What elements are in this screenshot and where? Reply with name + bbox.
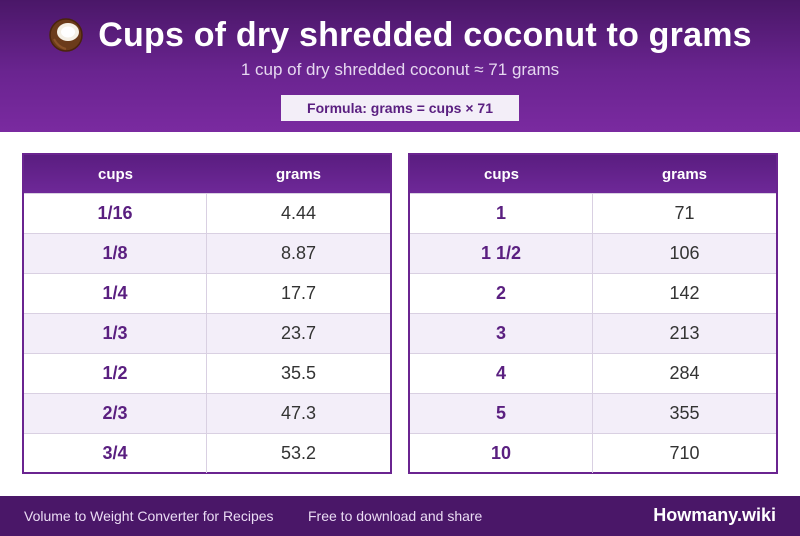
table-row: 10 710 bbox=[410, 433, 776, 473]
column-header-grams: grams bbox=[275, 165, 322, 183]
cups-cell: 2/3 bbox=[24, 394, 207, 433]
grams-cell: 35.5 bbox=[280, 363, 317, 383]
cups-cell: 3/4 bbox=[24, 434, 207, 473]
grams-cell: 23.7 bbox=[280, 323, 317, 343]
table-row: 1/4 17.7 bbox=[24, 273, 390, 313]
cups-cell: 1/2 bbox=[24, 354, 207, 393]
cups-cell: 1/4 bbox=[24, 274, 207, 313]
table-row: 5 355 bbox=[410, 393, 776, 433]
conversion-table-left: cups grams 1/16 4.44 1/8 8.87 1/4 17.7 1/3 2… bbox=[22, 153, 392, 474]
grams-cell: 710 bbox=[669, 443, 700, 463]
title-row: Cups of dry shredded coconut to grams bbox=[0, 12, 800, 58]
table-row: 3/4 53.2 bbox=[24, 433, 390, 473]
cups-cell: 3 bbox=[410, 314, 593, 353]
column-header-cups: cups bbox=[97, 165, 133, 183]
grams-cell: 4.44 bbox=[280, 203, 317, 223]
table-row: 2/3 47.3 bbox=[24, 393, 390, 433]
grams-cell: 8.87 bbox=[280, 243, 317, 263]
page-title: Cups of dry shredded coconut to grams bbox=[98, 15, 752, 54]
grams-cell: 17.7 bbox=[280, 283, 317, 303]
grams-cell: 47.3 bbox=[280, 403, 317, 423]
table-row: 1/8 8.87 bbox=[24, 233, 390, 273]
cups-cell: 10 bbox=[410, 434, 593, 473]
formula-badge: Formula: grams = cups × 71 bbox=[281, 95, 519, 121]
grams-cell: 53.2 bbox=[280, 443, 317, 463]
table-header: cups grams bbox=[410, 155, 776, 193]
column-header-grams: grams bbox=[661, 165, 708, 183]
grams-cell: 106 bbox=[669, 243, 700, 263]
cups-cell: 5 bbox=[410, 394, 593, 433]
cups-cell: 1 1/2 bbox=[410, 234, 593, 273]
table-row: 1/16 4.44 bbox=[24, 193, 390, 233]
table-row: 4 284 bbox=[410, 353, 776, 393]
footer-brand: Howmany.wiki bbox=[653, 505, 776, 525]
grams-cell: 284 bbox=[669, 363, 700, 383]
table-row: 1/2 35.5 bbox=[24, 353, 390, 393]
cups-cell: 1/8 bbox=[24, 234, 207, 273]
cups-cell: 4 bbox=[410, 354, 593, 393]
table-row: 2 142 bbox=[410, 273, 776, 313]
grams-cell: 355 bbox=[669, 403, 700, 423]
coconut-icon bbox=[49, 18, 84, 52]
column-header-cups: cups bbox=[483, 165, 519, 183]
footer-share-note: Free to download and share bbox=[308, 508, 483, 524]
table-row: 1 1/2 106 bbox=[410, 233, 776, 273]
header-banner: Cups of dry shredded coconut to grams 1 … bbox=[0, 0, 800, 132]
cups-cell: 1/16 bbox=[24, 194, 207, 233]
footer-tagline: Volume to Weight Converter for Recipes bbox=[24, 508, 274, 524]
footer-bar: Volume to Weight Converter for Recipes F… bbox=[0, 496, 800, 536]
cups-cell: 1/3 bbox=[24, 314, 207, 353]
conversion-table-right: cups grams 1 71 1 1/2 106 2 142 3 213 4 284 5… bbox=[408, 153, 778, 474]
page-subtitle: 1 cup of dry shredded coconut ≈ 71 grams bbox=[240, 60, 560, 79]
table-row: 1/3 23.7 bbox=[24, 313, 390, 353]
table-header: cups grams bbox=[24, 155, 390, 193]
cups-cell: 1 bbox=[410, 194, 593, 233]
table-row: 3 213 bbox=[410, 313, 776, 353]
table-row: 1 71 bbox=[410, 193, 776, 233]
grams-cell: 71 bbox=[674, 203, 695, 223]
cups-cell: 2 bbox=[410, 274, 593, 313]
grams-cell: 142 bbox=[669, 283, 700, 303]
grams-cell: 213 bbox=[669, 323, 700, 343]
